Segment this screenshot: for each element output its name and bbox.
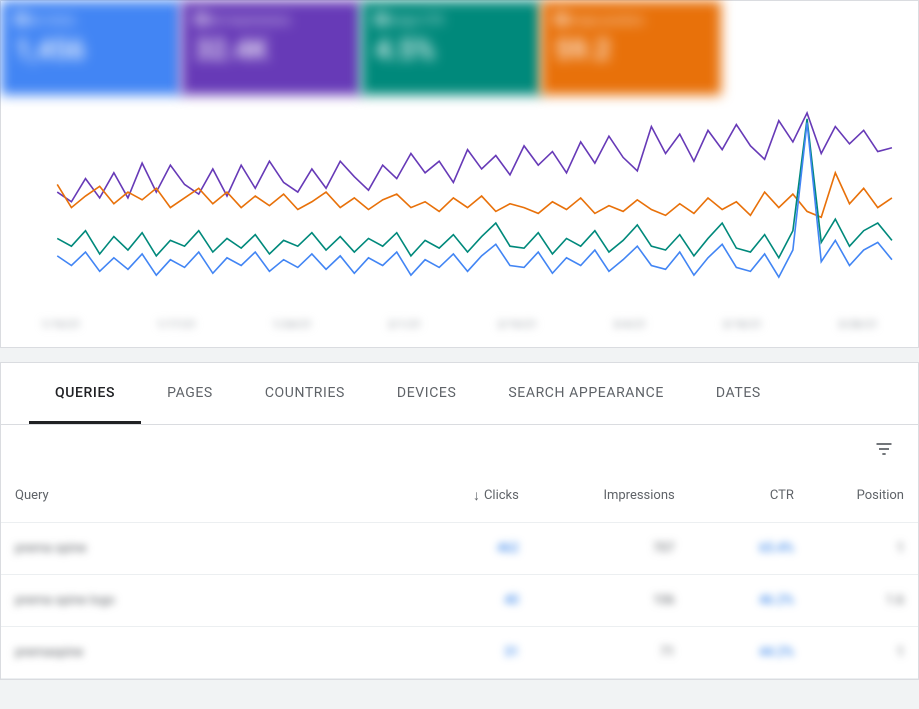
- table-row[interactable]: prema spine logo 40 106 46.2% 1.6: [1, 575, 918, 627]
- cell-value: 106: [653, 593, 675, 608]
- metric-card-3[interactable]: Average position 59.2: [541, 1, 721, 95]
- table-row[interactable]: premaspine 31 71 44.2% 1: [1, 627, 918, 679]
- x-tick: 2/10/21: [497, 318, 537, 331]
- cell-position: 1: [808, 523, 918, 575]
- cell-query: premaspine: [1, 627, 404, 679]
- cell-value: 707: [653, 541, 675, 556]
- col-header-label: Position: [857, 488, 904, 503]
- cell-impressions: 71: [533, 627, 689, 679]
- x-tick: 3/18/21: [722, 318, 762, 331]
- tab-pages[interactable]: PAGES: [141, 363, 239, 424]
- filter-row: [1, 425, 918, 469]
- col-header-ctr[interactable]: CTR: [689, 469, 808, 523]
- series-ctr: [57, 173, 892, 217]
- cell-ctr: 44.2%: [689, 627, 808, 679]
- series-impressions: [57, 119, 892, 258]
- cell-position: 1.6: [808, 575, 918, 627]
- cell-value: 40: [504, 593, 519, 608]
- tab-countries[interactable]: COUNTRIES: [239, 363, 371, 424]
- cell-value: 46.2%: [759, 593, 794, 608]
- col-header-label: Query: [15, 488, 49, 503]
- cell-value: 71: [660, 645, 675, 660]
- metric-cards-row: Total clicks 1,456 Total impressions 32.4K A…: [1, 1, 918, 95]
- metric-value: 59.2: [555, 33, 707, 66]
- metric-label: Total clicks: [15, 13, 167, 27]
- cell-value: 1: [897, 541, 904, 556]
- table-header-row: Query ↓ Clicks Impressions CTR Position: [1, 469, 918, 523]
- chart-x-axis: 1/10/21 1/17/21 1/24/21 2/1/21 2/10/21 3/4/21…: [1, 318, 918, 347]
- col-header-label: Clicks: [484, 488, 519, 503]
- performance-panel: Total clicks 1,456 Total impressions 32.4K A…: [0, 0, 919, 348]
- cell-ctr: 65.4%: [689, 523, 808, 575]
- x-tick: 3/28/21: [838, 318, 878, 331]
- col-header-label: Impressions: [603, 488, 674, 503]
- x-tick: 3/4/21: [613, 318, 647, 331]
- sort-arrow-icon: ↓: [473, 488, 480, 504]
- cell-clicks: 31: [404, 627, 532, 679]
- cell-value: 462: [497, 541, 519, 556]
- metric-label: Average position: [555, 13, 707, 27]
- metric-label: Average CTR: [375, 13, 527, 27]
- metric-value: 4.5%: [375, 33, 527, 66]
- cell-query: prema spine: [1, 523, 404, 575]
- queries-table: Query ↓ Clicks Impressions CTR Position prema…: [1, 469, 918, 679]
- cell-value: 44.2%: [759, 645, 794, 660]
- cell-value: 1: [897, 645, 904, 660]
- tab-search[interactable]: SEARCH APPEARANCE: [482, 363, 690, 424]
- cell-value: prema spine: [15, 541, 86, 556]
- metric-card-1[interactable]: Total impressions 32.4K: [181, 1, 361, 95]
- filter-icon[interactable]: [874, 439, 894, 459]
- cell-value: premaspine: [15, 645, 83, 660]
- cell-clicks: 462: [404, 523, 532, 575]
- tab-dates[interactable]: DATES: [690, 363, 787, 424]
- performance-chart: [17, 103, 902, 314]
- tab-devices[interactable]: DEVICES: [371, 363, 482, 424]
- cell-value: 1.6: [886, 593, 904, 608]
- cell-value: prema spine logo: [15, 593, 115, 608]
- metric-card-0[interactable]: Total clicks 1,456: [1, 1, 181, 95]
- x-tick: 1/17/21: [157, 318, 197, 331]
- metric-value: 1,456: [15, 33, 167, 66]
- x-tick: 2/1/21: [388, 318, 422, 331]
- chart-area: [1, 95, 918, 318]
- tabs-row: QUERIESPAGESCOUNTRIESDEVICESSEARCH APPEA…: [1, 363, 918, 425]
- cell-query: prema spine logo: [1, 575, 404, 627]
- metric-value: 32.4K: [195, 33, 347, 66]
- metric-label: Total impressions: [195, 13, 347, 27]
- cell-value: 65.4%: [759, 541, 794, 556]
- series-position: [57, 113, 892, 202]
- x-tick: 1/10/21: [41, 318, 81, 331]
- cell-position: 1: [808, 627, 918, 679]
- cell-ctr: 46.2%: [689, 575, 808, 627]
- col-header-query[interactable]: Query: [1, 469, 404, 523]
- cell-clicks: 40: [404, 575, 532, 627]
- cell-impressions: 106: [533, 575, 689, 627]
- table-body: prema spine 462 707 65.4% 1 prema spine logo 4…: [1, 523, 918, 679]
- col-header-position[interactable]: Position: [808, 469, 918, 523]
- table-row[interactable]: prema spine 462 707 65.4% 1: [1, 523, 918, 575]
- col-header-label: CTR: [770, 488, 794, 503]
- cell-value: 31: [504, 645, 519, 660]
- queries-panel: QUERIESPAGESCOUNTRIESDEVICESSEARCH APPEA…: [0, 362, 919, 680]
- col-header-impressions[interactable]: Impressions: [533, 469, 689, 523]
- x-tick: 1/24/21: [272, 318, 312, 331]
- tab-queries[interactable]: QUERIES: [29, 363, 141, 424]
- col-header-clicks[interactable]: ↓ Clicks: [404, 469, 532, 523]
- metric-card-2[interactable]: Average CTR 4.5%: [361, 1, 541, 95]
- cell-impressions: 707: [533, 523, 689, 575]
